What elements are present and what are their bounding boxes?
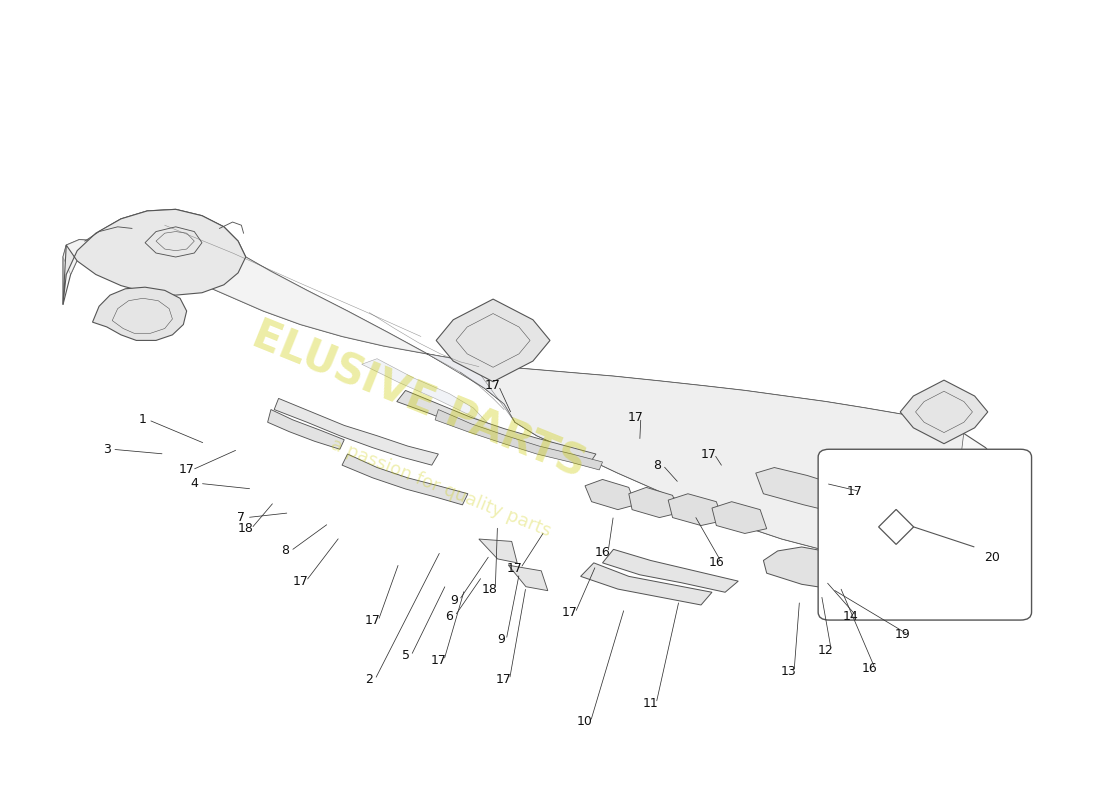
Polygon shape: [900, 380, 988, 444]
Text: 13: 13: [781, 666, 796, 678]
Text: 20: 20: [984, 550, 1000, 564]
Text: 17: 17: [507, 562, 522, 575]
Text: 17: 17: [846, 485, 862, 498]
Text: 6: 6: [446, 610, 453, 622]
Polygon shape: [581, 563, 712, 605]
Text: 18: 18: [482, 582, 497, 595]
Polygon shape: [756, 467, 851, 513]
Text: 16: 16: [595, 546, 610, 559]
Polygon shape: [603, 550, 738, 592]
Polygon shape: [436, 410, 603, 470]
Polygon shape: [267, 410, 344, 450]
Text: 16: 16: [708, 556, 724, 570]
Text: 17: 17: [293, 574, 308, 588]
Polygon shape: [63, 210, 245, 305]
Text: 2: 2: [365, 673, 373, 686]
Text: 8: 8: [653, 458, 661, 472]
Text: 9: 9: [497, 634, 505, 646]
Polygon shape: [437, 299, 550, 382]
Text: 14: 14: [843, 610, 859, 622]
Text: 11: 11: [642, 697, 659, 710]
Polygon shape: [92, 287, 187, 341]
Text: 17: 17: [627, 411, 644, 424]
Polygon shape: [362, 358, 490, 426]
FancyBboxPatch shape: [818, 450, 1032, 620]
Text: 17: 17: [365, 614, 381, 627]
Text: 17: 17: [496, 673, 512, 686]
Text: 7: 7: [238, 511, 245, 524]
Polygon shape: [668, 494, 723, 526]
Text: 8: 8: [282, 545, 289, 558]
Text: 12: 12: [818, 644, 834, 657]
Text: 10: 10: [578, 715, 593, 728]
Polygon shape: [712, 502, 767, 534]
Polygon shape: [585, 479, 636, 510]
Text: 17: 17: [178, 463, 195, 477]
Text: a passion for quality parts: a passion for quality parts: [328, 435, 553, 540]
Polygon shape: [763, 547, 862, 589]
Polygon shape: [274, 398, 439, 465]
Polygon shape: [822, 559, 876, 590]
Text: 5: 5: [402, 650, 409, 662]
Polygon shape: [508, 566, 548, 590]
Polygon shape: [428, 354, 964, 561]
Polygon shape: [63, 210, 1008, 561]
Text: 17: 17: [430, 654, 447, 667]
Text: 9: 9: [450, 594, 458, 606]
Text: 18: 18: [238, 522, 254, 535]
Text: 16: 16: [861, 662, 878, 675]
Polygon shape: [629, 487, 679, 518]
Text: ELUSIVE PARTS: ELUSIVE PARTS: [245, 314, 592, 486]
Text: 4: 4: [190, 477, 198, 490]
Text: 1: 1: [139, 414, 146, 426]
Polygon shape: [428, 354, 515, 422]
Polygon shape: [397, 390, 596, 465]
Text: 17: 17: [485, 379, 501, 392]
Text: 17: 17: [562, 606, 578, 619]
Text: 17: 17: [701, 447, 716, 461]
Polygon shape: [63, 210, 428, 354]
Text: 19: 19: [894, 628, 911, 641]
Text: 3: 3: [102, 442, 111, 456]
Polygon shape: [342, 454, 468, 505]
Polygon shape: [478, 539, 517, 563]
